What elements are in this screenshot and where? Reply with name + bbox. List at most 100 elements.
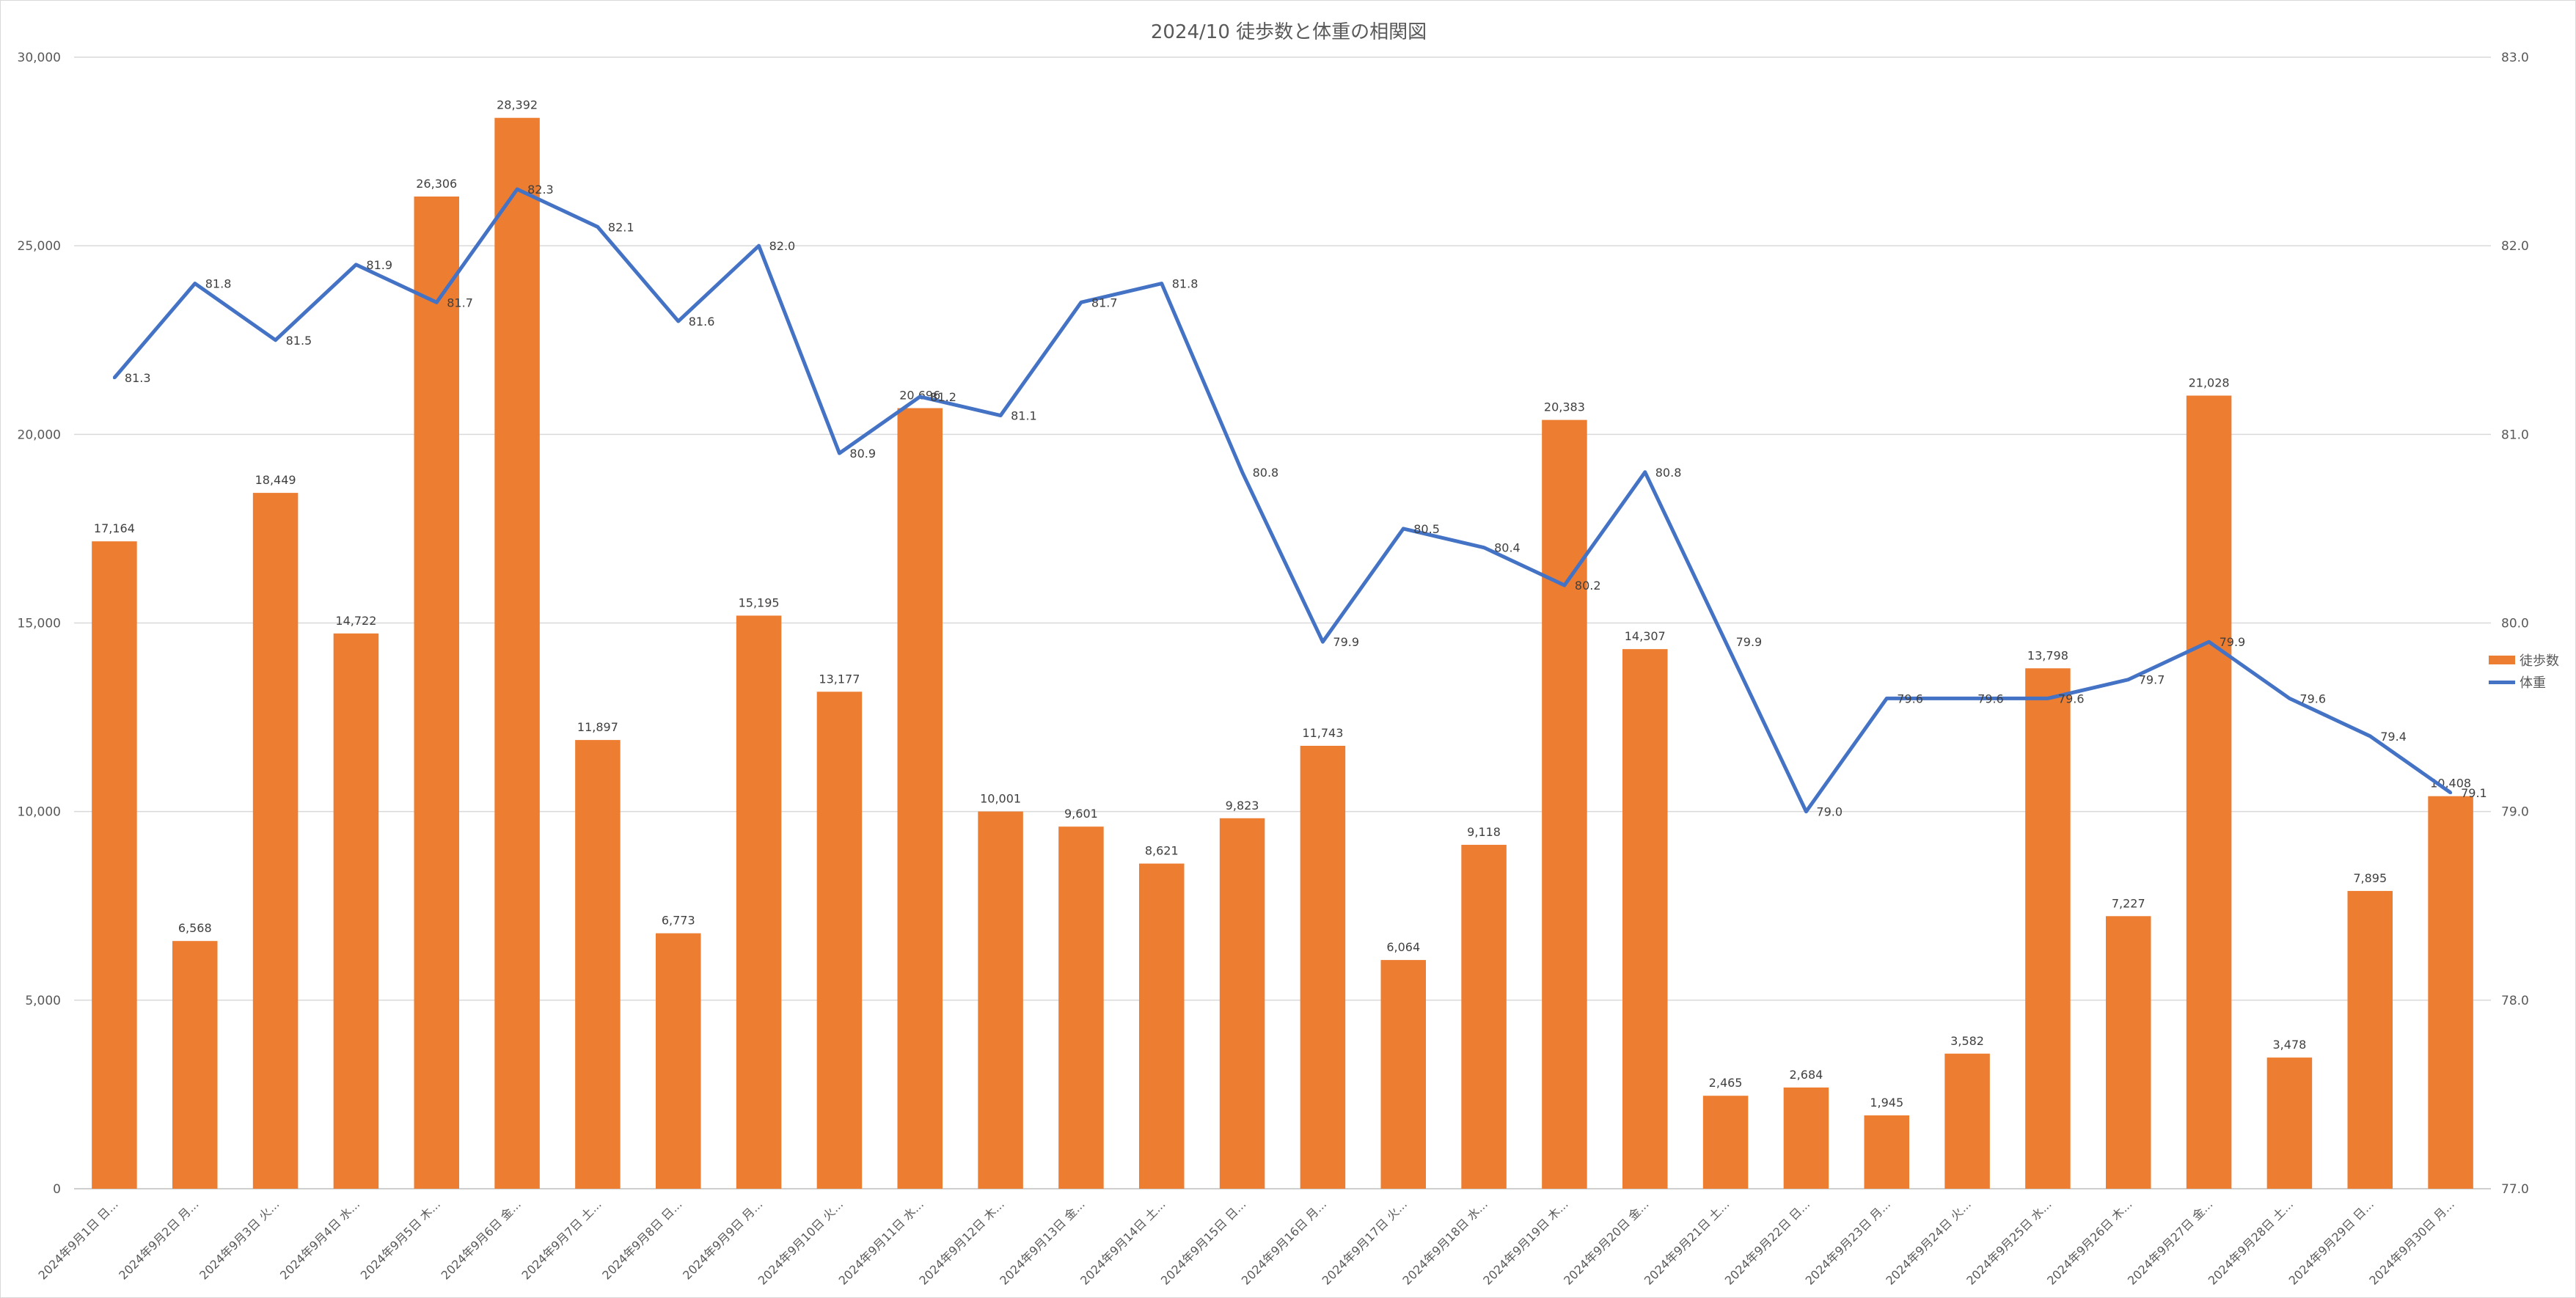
bar xyxy=(1058,826,1104,1189)
x-tick-label: 2024年9月7日 土... xyxy=(519,1197,604,1282)
bar xyxy=(1783,1087,1829,1189)
legend-item-steps: 徒歩数 xyxy=(2489,649,2559,671)
bar xyxy=(1300,746,1346,1189)
weight-data-label: 80.9 xyxy=(849,447,876,461)
weight-point xyxy=(596,225,599,229)
x-tick-label: 2024年9月9日 月... xyxy=(680,1197,765,1282)
weight-data-label: 81.3 xyxy=(125,371,151,385)
y-left-tick-label: 25,000 xyxy=(18,239,61,254)
weight-data-label: 82.3 xyxy=(527,183,554,197)
weight-point xyxy=(274,338,277,342)
x-tick-label: 2024年9月16日 月... xyxy=(1239,1197,1329,1287)
bar xyxy=(2105,916,2151,1189)
weight-data-label: 81.9 xyxy=(366,258,392,272)
bar xyxy=(1864,1115,1910,1189)
weight-point xyxy=(1804,810,1808,813)
x-tick-label: 2024年9月4日 水... xyxy=(277,1197,362,1282)
bar xyxy=(1219,818,1265,1189)
bar-data-label: 7,227 xyxy=(2112,896,2145,910)
y-left-tick-label: 20,000 xyxy=(18,428,61,442)
weight-data-label: 79.4 xyxy=(2380,730,2407,744)
x-tick-label: 2024年9月23日 月... xyxy=(1803,1197,1893,1287)
weight-data-label: 80.5 xyxy=(1413,522,1440,536)
bar xyxy=(2025,668,2071,1189)
weight-point xyxy=(2126,678,2130,681)
bar-data-label: 10,001 xyxy=(980,792,1021,806)
bar-data-label: 11,897 xyxy=(577,720,618,734)
x-tick-label: 2024年9月29日 日... xyxy=(2286,1197,2376,1287)
bar xyxy=(1622,649,1668,1189)
y-right-tick-label: 77.0 xyxy=(2501,1182,2529,1197)
weight-data-label: 81.8 xyxy=(1172,277,1199,291)
x-tick-label: 2024年9月28日 土... xyxy=(2206,1197,2296,1287)
bar-data-label: 14,722 xyxy=(335,614,376,628)
x-tick-label: 2024年9月5日 木... xyxy=(358,1197,443,1282)
weight-point xyxy=(757,244,761,248)
bar xyxy=(1380,960,1427,1189)
weight-point xyxy=(1643,470,1647,474)
weight-line xyxy=(113,187,2452,814)
x-tick-label: 2024年9月10日 火... xyxy=(755,1197,846,1287)
x-tick-label: 2024年9月8日 日... xyxy=(599,1197,684,1282)
y-left-tick-label: 0 xyxy=(53,1182,61,1197)
weight-data-label: 79.6 xyxy=(1897,692,1923,705)
weight-data-label: 80.8 xyxy=(1253,466,1279,480)
weight-data-label: 80.8 xyxy=(1655,466,1682,480)
y-right-tick-label: 80.0 xyxy=(2501,617,2529,631)
weight-point xyxy=(918,395,922,398)
weight-data-label: 79.7 xyxy=(2139,673,2165,687)
x-tick-label: 2024年9月3日 火... xyxy=(197,1197,282,1282)
x-tick-label: 2024年9月14日 土... xyxy=(1077,1197,1168,1287)
weight-point xyxy=(2368,734,2372,738)
weight-point xyxy=(354,263,358,266)
weight-point xyxy=(1562,584,1566,587)
x-tick-label: 2024年9月30日 月... xyxy=(2366,1197,2456,1287)
bar xyxy=(414,196,460,1189)
y-right-tick-label: 82.0 xyxy=(2501,239,2529,254)
legend-label-steps: 徒歩数 xyxy=(2520,653,2559,669)
bar-data-label: 3,582 xyxy=(1950,1034,1984,1048)
weight-data-label: 81.1 xyxy=(1011,409,1037,423)
x-tick-label: 2024年9月18日 水... xyxy=(1399,1197,1490,1287)
bar-data-label: 7,895 xyxy=(2353,871,2387,885)
x-tick-label: 2024年9月27日 金... xyxy=(2125,1197,2215,1287)
y-left-tick-label: 30,000 xyxy=(18,51,61,65)
weight-point xyxy=(1321,640,1325,644)
bar-data-label: 6,064 xyxy=(1386,940,1420,954)
bar-data-label: 20,383 xyxy=(1544,400,1585,414)
x-tick-label: 2024年9月2日 月... xyxy=(116,1197,201,1282)
bar xyxy=(2347,890,2393,1189)
bar-data-label: 21,028 xyxy=(2189,375,2230,389)
bar-data-label: 26,306 xyxy=(416,177,457,191)
bar-data-label: 11,743 xyxy=(1302,726,1343,740)
y-left-tick-label: 5,000 xyxy=(25,994,61,1008)
bar-data-label: 18,449 xyxy=(255,473,296,487)
weight-data-label: 79.6 xyxy=(2058,692,2085,705)
weight-point xyxy=(1240,470,1244,474)
weight-data-label: 81.7 xyxy=(447,296,473,309)
weight-data-label: 79.6 xyxy=(2299,692,2326,705)
bar-data-label: 13,798 xyxy=(2027,648,2068,662)
chart-title: 2024/10 徒歩数と体重の相関図 xyxy=(1150,21,1427,43)
weight-data-label: 81.7 xyxy=(1091,296,1118,309)
bar-data-label: 9,823 xyxy=(1226,799,1259,813)
bar-data-label: 17,164 xyxy=(94,521,135,535)
bar xyxy=(978,811,1023,1189)
weight-data-label: 81.5 xyxy=(286,334,312,348)
weight-data-label: 81.8 xyxy=(205,277,232,291)
weight-data-label: 79.6 xyxy=(1977,692,2004,705)
legend-swatch-weight xyxy=(2489,680,2515,684)
bar-data-label: 8,621 xyxy=(1145,844,1179,858)
bar xyxy=(575,740,621,1189)
legend: 徒歩数 体重 xyxy=(2489,649,2559,693)
weight-data-label: 81.2 xyxy=(930,390,956,404)
x-tick-label: 2024年9月25日 水... xyxy=(1964,1197,2054,1287)
weight-point xyxy=(112,376,116,380)
weight-point xyxy=(2046,697,2049,700)
weight-data-label: 81.6 xyxy=(689,315,715,329)
y-right-tick-label: 83.0 xyxy=(2501,51,2529,65)
x-tick-label: 2024年9月20日 金... xyxy=(1561,1197,1651,1287)
weight-point xyxy=(1079,301,1083,304)
weight-data-label: 82.0 xyxy=(769,239,796,253)
